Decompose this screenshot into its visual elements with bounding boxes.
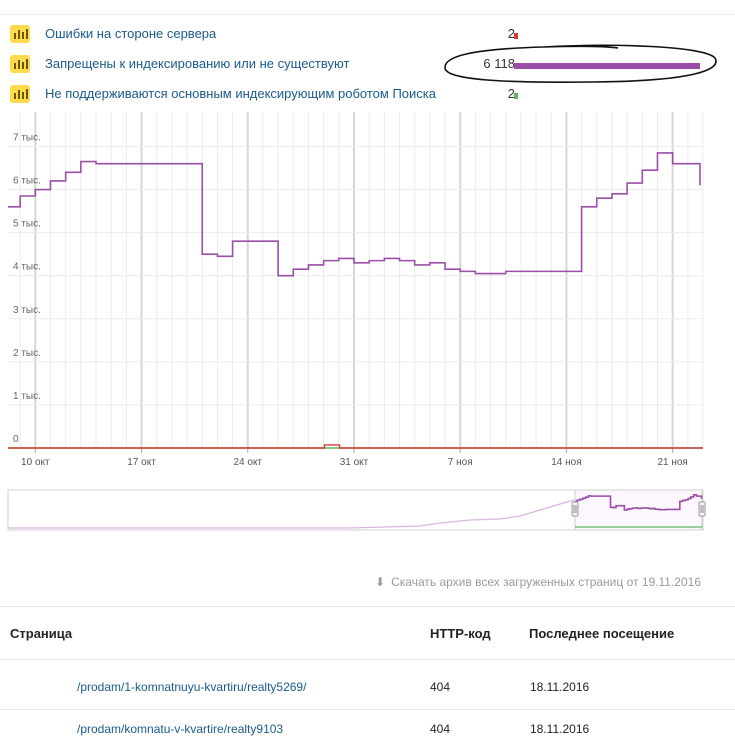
navigator-history-line	[8, 499, 575, 529]
navigator-handle[interactable]	[571, 501, 579, 517]
table-header-divider	[0, 659, 735, 660]
navigator-series-line	[575, 494, 703, 511]
legend-label[interactable]: Ошибки на стороне сервера	[45, 26, 217, 41]
legend-count: 2	[507, 26, 515, 41]
legend-label[interactable]: Запрещены к индексированию или не сущест…	[45, 56, 350, 71]
legend-bar	[514, 93, 518, 99]
range-navigator[interactable]	[0, 488, 735, 536]
table-top-divider	[0, 606, 735, 607]
x-tick-label: 10 окт	[21, 457, 50, 468]
x-tick-label: 21 ноя	[657, 457, 687, 468]
y-tick-label: 3 тыс.	[13, 305, 41, 316]
page-url-link[interactable]: /prodam/komnatu-v-kvartire/realty9103	[77, 722, 284, 736]
top-divider	[0, 14, 735, 15]
page-url-link[interactable]: /prodam/1-komnatnuyu-kvartiru/realty5269…	[77, 680, 307, 694]
column-header-page: Страница	[10, 626, 73, 641]
last-visit-date: 18.11.2016	[530, 722, 590, 736]
legend-row-forbidden[interactable]: Запрещены к индексированию или не сущест…	[10, 54, 730, 76]
legend-row-unsupported[interactable]: Не поддерживаются основным индексирующим…	[10, 84, 730, 106]
main-chart[interactable]: 0 1 тыс. 2 тыс. 3 тыс. 4 тыс. 5 тыс. 6 тыс. 7 т…	[0, 110, 735, 475]
y-tick-label: 1 тыс.	[13, 391, 41, 402]
column-header-last-visit: Последнее посещение	[529, 626, 675, 641]
x-tick-label: 24 окт	[233, 457, 262, 468]
http-code: 404	[430, 680, 451, 694]
series-line	[8, 152, 701, 277]
legend-count: 6 118	[483, 56, 515, 71]
x-tick-label: 7 ноя	[448, 457, 473, 468]
navigator-handle[interactable]	[698, 501, 706, 517]
legend-bar	[514, 63, 700, 69]
legend-count: 2	[507, 86, 515, 101]
y-tick-label: 4 тыс.	[13, 262, 41, 273]
y-tick-label: 7 тыс.	[13, 132, 41, 143]
http-code: 404	[430, 722, 451, 736]
legend-label[interactable]: Не поддерживаются основным индексирующим…	[45, 86, 437, 101]
legend-bar	[514, 33, 518, 39]
y-tick-label: 5 тыс.	[13, 219, 41, 230]
x-tick-label: 31 окт	[340, 457, 369, 468]
bar-chart-icon[interactable]	[10, 55, 30, 73]
y-tick-label: 6 тыс.	[13, 176, 41, 187]
hand-drawn-ellipse	[444, 44, 717, 83]
series-line	[8, 444, 703, 449]
last-visit-date: 18.11.2016	[530, 680, 590, 694]
download-archive-link[interactable]: ⬇ Скачать архив всех загруженных страниц …	[375, 575, 701, 589]
download-text[interactable]: Скачать архив всех загруженных страниц о…	[391, 575, 701, 589]
bar-chart-icon[interactable]	[10, 25, 30, 43]
x-tick-label: 14 ноя	[551, 457, 581, 468]
y-tick-label: 0	[13, 434, 19, 445]
table-row-divider	[0, 709, 735, 710]
legend-row-server-errors[interactable]: Ошибки на стороне сервера 2	[10, 24, 730, 46]
download-icon: ⬇	[375, 575, 386, 589]
bar-chart-icon[interactable]	[10, 85, 30, 103]
y-tick-label: 2 тыс.	[13, 348, 41, 359]
column-header-http-code: HTTP-код	[430, 626, 491, 641]
x-tick-label: 17 окт	[127, 457, 156, 468]
